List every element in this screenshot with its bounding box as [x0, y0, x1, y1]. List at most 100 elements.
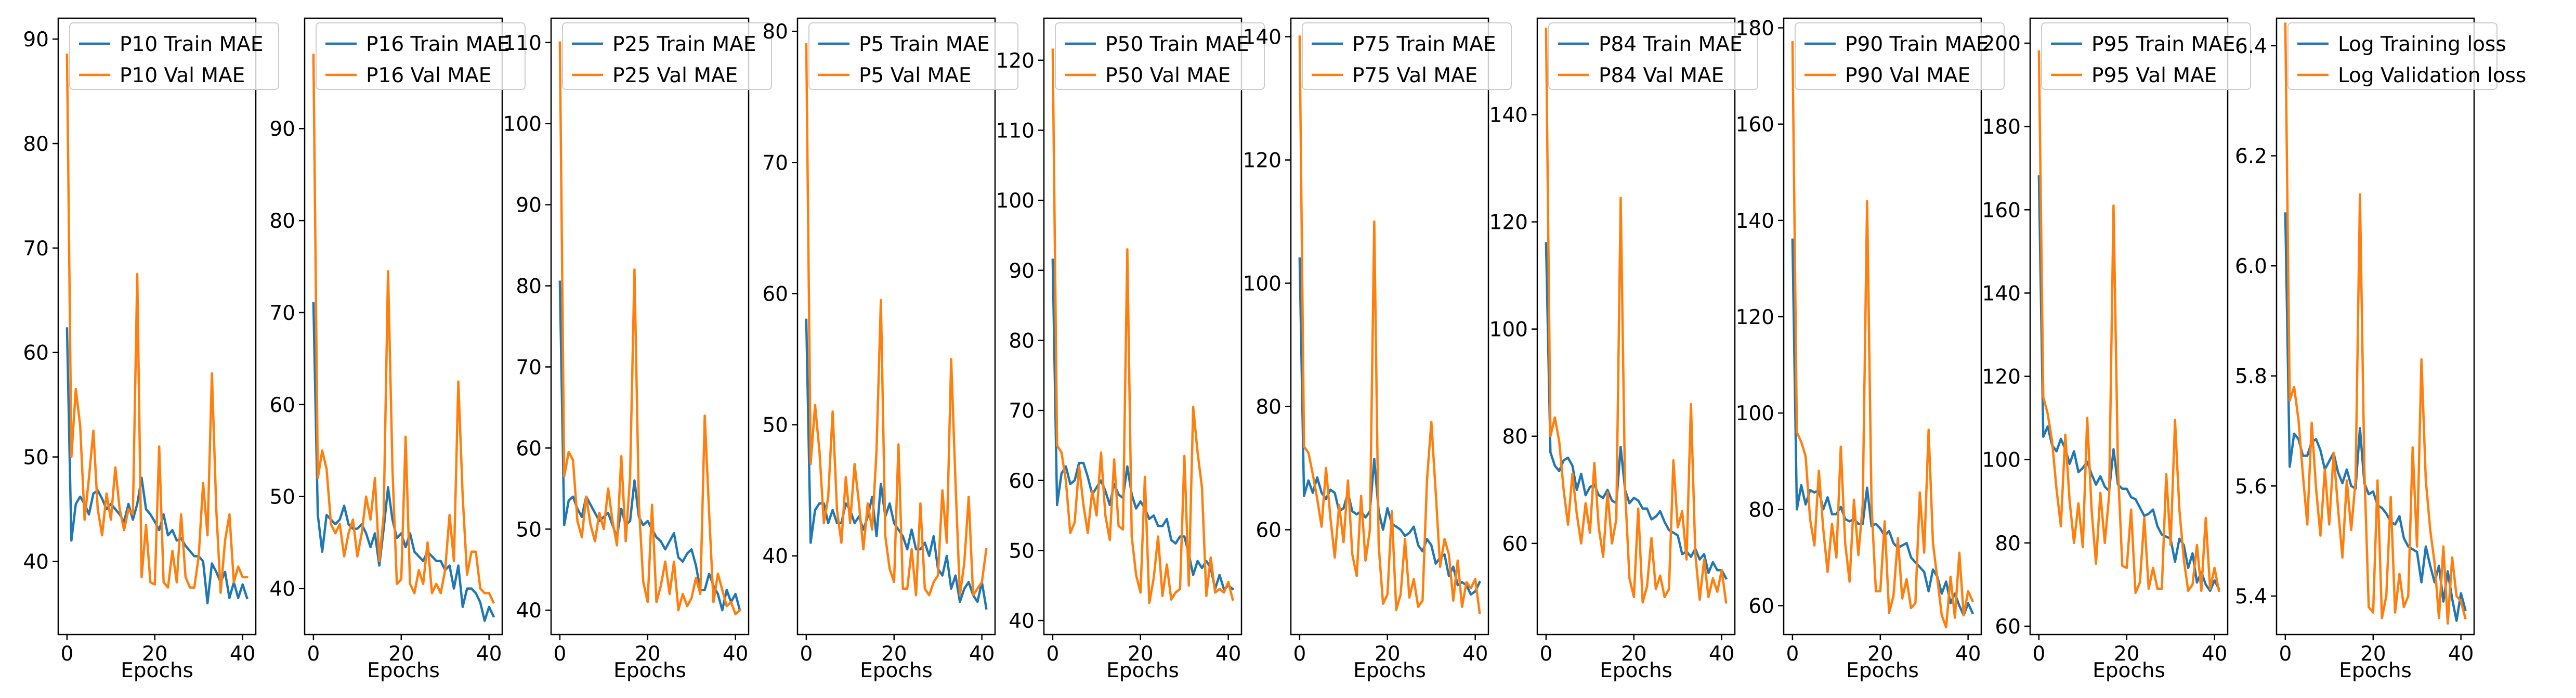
x-tick-label: 0: [1539, 642, 1552, 666]
x-tick-label: 0: [307, 642, 320, 666]
y-tick-label: 5.8: [2235, 365, 2267, 389]
y-tick-label: 80: [1009, 329, 1035, 353]
x-tick-label: 0: [60, 642, 73, 666]
y-tick-label: 60: [1009, 470, 1035, 493]
y-tick-label: 90: [1009, 260, 1035, 283]
legend-label-val: P84 Val MAE: [1599, 64, 1724, 87]
legend-box: [69, 22, 279, 90]
y-tick-label: 80: [762, 20, 788, 44]
y-tick-label: 60: [1995, 615, 2021, 639]
y-tick-label: 5.6: [2235, 475, 2267, 498]
y-tick-label: 180: [1982, 115, 2021, 139]
legend-box: [1548, 22, 1758, 90]
legend-label-val: P25 Val MAE: [612, 64, 738, 87]
y-tick-label: 100: [1982, 449, 2021, 472]
legend-label-train: P84 Train MAE: [1599, 33, 1743, 56]
x-tick-label: 40: [2202, 642, 2228, 666]
y-tick-label: 50: [516, 518, 542, 541]
legend-label-val: P75 Val MAE: [1352, 64, 1477, 87]
axes-frame: [550, 17, 750, 636]
x-axis-label: Epochs: [367, 659, 440, 682]
series-line-val: [2037, 50, 2220, 594]
legend-label-train: Log Training loss: [2338, 33, 2506, 56]
y-tick-label: 160: [1736, 113, 1774, 137]
y-tick-label: 120: [1736, 306, 1774, 329]
series-line-val: [2284, 22, 2467, 625]
y-tick-label: 40: [516, 599, 542, 623]
y-tick-label: 70: [1009, 399, 1035, 423]
series-line-val: [1545, 28, 1728, 604]
y-tick-label: 6.0: [2235, 255, 2267, 278]
subplot-5: 0 20 40 40 50 60 70 80 90 100 110 120 Epochs P50 Trai…: [996, 17, 1265, 682]
x-tick-label: 40: [230, 642, 256, 666]
x-axis-label: Epochs: [1600, 659, 1672, 682]
y-tick-label: 140: [1736, 210, 1774, 233]
axes-frame: [1536, 17, 1736, 636]
legend-box: [1302, 22, 1512, 90]
subplot-4: 0 20 40 40 50 60 70 80 Epochs P5 Train MAE P5 Val …: [762, 17, 1018, 682]
series-line-val: [1791, 41, 1975, 629]
x-tick-label: 40: [1462, 642, 1488, 666]
legend-label-train: P75 Train MAE: [1352, 33, 1496, 56]
y-tick-label: 60: [1748, 594, 1774, 618]
x-tick-label: 40: [2448, 642, 2474, 666]
series-line-val: [558, 41, 742, 616]
x-axis-label: Epochs: [1353, 659, 1426, 682]
axes-frame: [2276, 17, 2475, 636]
subplot-7: 0 20 40 60 80 100 120 140 Epochs P84 Train MAE P84…: [1489, 17, 1758, 682]
x-axis-label: Epochs: [860, 659, 933, 682]
y-tick-label: 70: [23, 237, 49, 261]
x-axis-label: Epochs: [2339, 659, 2412, 682]
legend-box: [2041, 22, 2251, 90]
x-tick-label: 0: [800, 642, 813, 666]
y-tick-label: 140: [1489, 104, 1528, 127]
series-line-val: [66, 54, 249, 594]
y-tick-label: 40: [762, 545, 788, 568]
y-tick-label: 120: [1982, 366, 2021, 389]
legend-label-val: Log Validation loss: [2338, 64, 2526, 87]
y-tick-label: 6.4: [2235, 35, 2267, 58]
series-line-train: [2037, 175, 2221, 592]
x-tick-label: 40: [1709, 642, 1735, 666]
legend-box: [316, 22, 526, 90]
subplot-9: 0 20 40 60 80 100 120 140 160 180 200 Epochs P95 Tra…: [1982, 17, 2251, 682]
y-tick-label: 70: [269, 302, 295, 325]
y-tick-label: 70: [762, 151, 788, 175]
x-tick-label: 40: [476, 642, 502, 666]
y-tick-label: 80: [516, 275, 542, 299]
x-tick-label: 20: [881, 642, 907, 666]
x-tick-label: 0: [1293, 642, 1306, 666]
legend-label-train: P5 Train MAE: [859, 33, 990, 56]
x-axis-label: Epochs: [1106, 659, 1179, 682]
y-tick-label: 80: [23, 133, 49, 156]
series-line-val: [312, 54, 495, 604]
y-tick-label: 100: [1243, 273, 1282, 296]
subplot-2: 0 20 40 40 50 60 70 80 90 Epochs P16 Train MAE P16 …: [269, 17, 526, 682]
legend-box: [562, 22, 772, 90]
x-tick-label: 40: [969, 642, 995, 666]
legend-label-train: P95 Train MAE: [2091, 33, 2235, 56]
x-tick-label: 20: [1128, 642, 1154, 666]
y-tick-label: 60: [1256, 519, 1282, 542]
legend-label-val: P5 Val MAE: [859, 64, 971, 87]
y-tick-label: 140: [1982, 282, 2021, 305]
subplot-1: 0 20 40 40 50 60 70 80 90 Epochs P10 Train MAE P10 …: [23, 17, 279, 682]
y-tick-label: 50: [269, 486, 295, 509]
y-tick-label: 40: [23, 550, 49, 574]
y-tick-label: 60: [269, 394, 295, 417]
series-line-train: [558, 280, 741, 612]
x-tick-label: 20: [388, 642, 414, 666]
y-tick-label: 40: [269, 578, 295, 601]
x-tick-label: 40: [1955, 642, 1981, 666]
x-tick-label: 0: [2032, 642, 2045, 666]
y-tick-label: 60: [516, 437, 542, 460]
series-line-val: [1051, 48, 1234, 604]
x-axis-label: Epochs: [613, 659, 686, 682]
legend-label-val: P10 Val MAE: [120, 64, 245, 87]
y-tick-label: 90: [23, 28, 49, 51]
x-tick-label: 20: [635, 642, 661, 666]
y-tick-label: 40: [1009, 610, 1035, 633]
y-tick-label: 120: [996, 49, 1035, 73]
y-tick-label: 50: [23, 446, 49, 470]
series-line-val: [805, 43, 988, 597]
